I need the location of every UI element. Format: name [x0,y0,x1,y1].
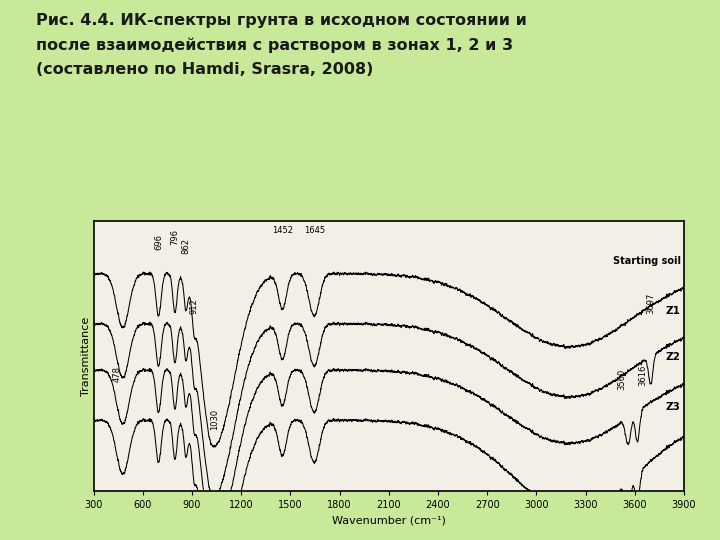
Text: 1452: 1452 [272,226,293,235]
Text: Рис. 4.4. ИК-спектры грунта в исходном состоянии и: Рис. 4.4. ИК-спектры грунта в исходном с… [36,14,527,29]
Text: после взаимодействия с раствором в зонах 1, 2 и 3: после взаимодействия с раствором в зонах… [36,38,513,53]
Text: 862: 862 [181,238,190,254]
Text: Z2: Z2 [666,352,680,362]
Text: 1645: 1645 [304,226,325,235]
Text: (составлено по Hamdi, Srasra, 2008): (составлено по Hamdi, Srasra, 2008) [36,62,374,77]
Text: 478: 478 [112,366,121,382]
Text: 3697: 3697 [647,293,655,314]
Text: Starting soil: Starting soil [613,256,680,266]
Text: 696: 696 [154,234,163,251]
Text: Z1: Z1 [666,306,680,316]
Text: 912: 912 [189,298,199,314]
Text: 1030: 1030 [210,408,219,430]
X-axis label: Wavenumber (cm⁻¹): Wavenumber (cm⁻¹) [332,516,446,526]
Y-axis label: Transmittance: Transmittance [81,317,91,396]
Text: 796: 796 [171,228,179,245]
Text: 3616: 3616 [639,365,648,387]
Text: 3560: 3560 [617,369,626,390]
Text: Z3: Z3 [666,402,680,413]
